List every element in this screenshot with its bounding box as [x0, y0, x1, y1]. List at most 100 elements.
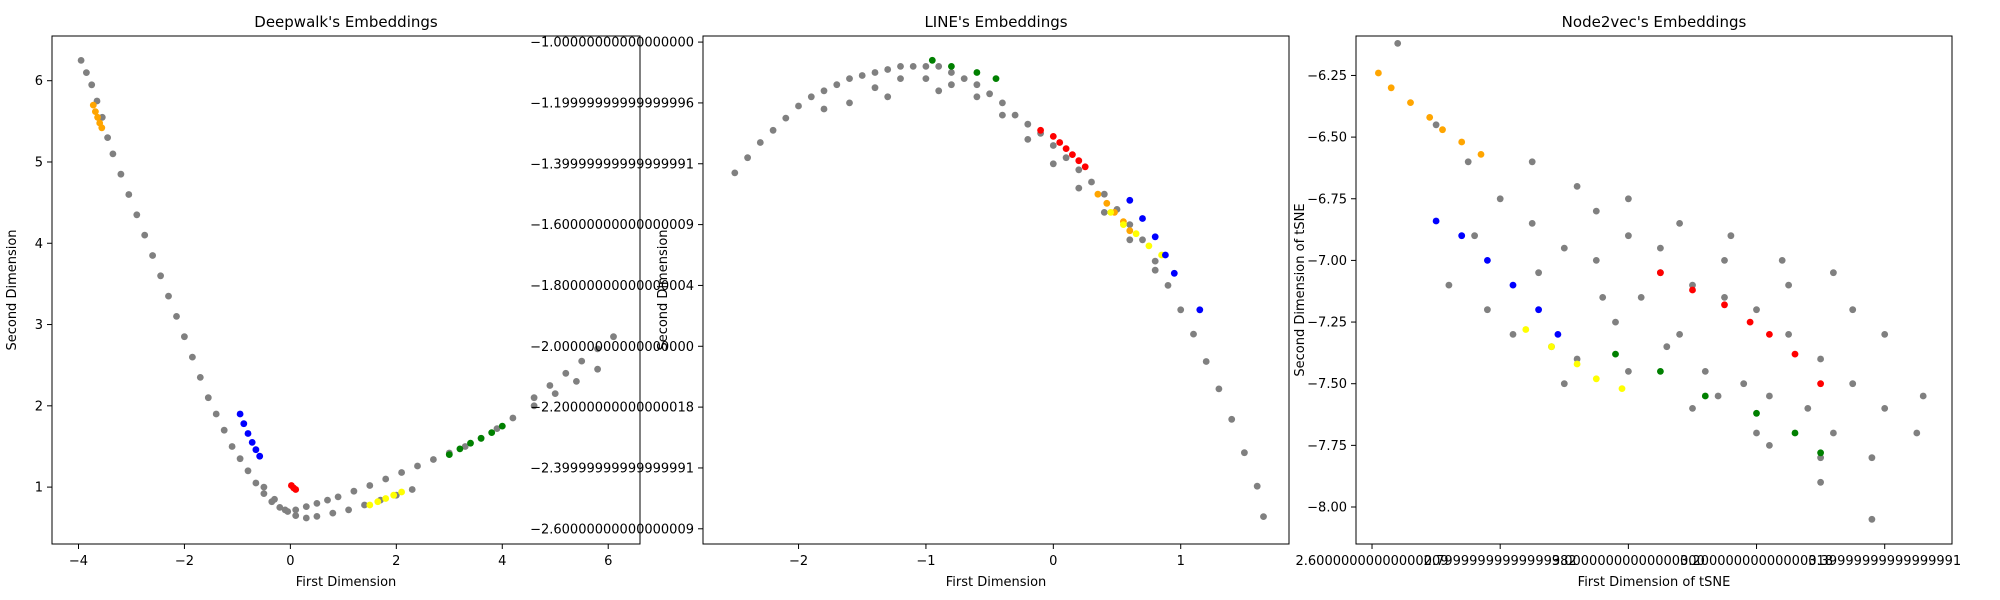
x-axis-label: First Dimension [946, 575, 1047, 590]
data-point [820, 87, 828, 95]
data-point [1573, 355, 1581, 363]
data-point [594, 365, 601, 373]
data-point [1458, 232, 1466, 240]
data-point [1126, 196, 1134, 204]
data-point [477, 434, 485, 442]
y-tick-label: 2 [35, 399, 43, 414]
data-point [1509, 331, 1517, 338]
data-point [1075, 157, 1083, 165]
data-point [1075, 184, 1083, 192]
data-point [562, 369, 570, 377]
data-point [1215, 385, 1223, 393]
data-point [1011, 111, 1019, 119]
data-point [546, 382, 554, 389]
data-point [89, 101, 97, 109]
data-point [530, 394, 538, 402]
data-point [228, 443, 236, 450]
data-point [1791, 350, 1799, 358]
data-point [414, 462, 421, 470]
data-point [973, 93, 981, 101]
data-point [398, 469, 405, 476]
data-point [165, 292, 172, 300]
axes-frame [702, 35, 1290, 545]
data-point [1535, 269, 1542, 277]
data-point [1464, 158, 1472, 166]
data-point [248, 439, 256, 446]
data-point [1107, 209, 1115, 216]
data-point [1657, 244, 1664, 252]
data-point [1477, 151, 1485, 158]
data-point [1394, 40, 1402, 47]
y-tick-label: −7.25 [1307, 316, 1347, 331]
data-point [1037, 126, 1044, 134]
data-point [935, 63, 943, 70]
data-point [430, 456, 437, 463]
data-point [313, 513, 321, 520]
data-point [833, 81, 841, 89]
data-point [884, 93, 892, 101]
data-point [973, 69, 981, 76]
data-point [1139, 215, 1146, 222]
data-point [1676, 220, 1683, 227]
data-point [782, 114, 790, 122]
data-point [1817, 380, 1824, 388]
data-point [445, 451, 453, 458]
data-point [1139, 236, 1146, 244]
data-point [999, 99, 1006, 107]
data-point [1592, 257, 1600, 264]
data-point [1162, 251, 1169, 259]
data-point [1120, 221, 1127, 229]
x-tick-label: 1 [1177, 554, 1185, 569]
data-point [999, 111, 1006, 119]
data-point [1548, 343, 1555, 351]
y-tick-label: −6.50 [1307, 131, 1347, 146]
data-point [1126, 227, 1134, 235]
data-point [1753, 429, 1760, 437]
x-tick-label: −1 [916, 554, 935, 569]
data-point [1094, 190, 1102, 198]
data-point [1177, 306, 1185, 314]
data-point [276, 504, 284, 511]
axes-frame [1355, 35, 1953, 545]
data-point [390, 491, 398, 499]
chart-panel-3: 2.600000000000000092.799999999999999823.… [1293, 13, 1961, 590]
data-point [1103, 199, 1111, 207]
data-point [236, 410, 244, 418]
data-point [292, 512, 300, 519]
data-point [240, 420, 248, 428]
y-tick-label: 3 [35, 318, 43, 333]
data-point [1075, 166, 1083, 174]
data-point [973, 81, 981, 89]
data-point [1849, 306, 1857, 314]
x-tick-label: 2 [392, 554, 400, 569]
data-point [292, 506, 300, 514]
data-point [1126, 221, 1134, 229]
data-point [1196, 306, 1204, 314]
x-tick-label: 2.79999999999999982 [1424, 554, 1577, 569]
data-point [1868, 515, 1876, 523]
data-point [256, 452, 264, 460]
data-point [1024, 136, 1032, 143]
data-point [398, 488, 405, 496]
data-point [189, 353, 196, 361]
data-point [992, 75, 1000, 82]
data-point [302, 503, 310, 510]
data-point [149, 252, 157, 259]
data-point [334, 493, 342, 501]
data-point [1766, 331, 1773, 338]
data-point [871, 69, 879, 76]
x-tick-label: 3.00000000000000000 [1552, 554, 1705, 569]
y-axis-label: Second Dimension of tSNE [1293, 203, 1308, 376]
data-point [1599, 294, 1607, 301]
data-point [1024, 120, 1032, 128]
data-point [1484, 257, 1491, 264]
data-point [1701, 392, 1709, 400]
data-point [1241, 449, 1248, 457]
data-point [610, 333, 617, 341]
data-point [1202, 358, 1210, 365]
y-tick-label: −7.00 [1307, 254, 1347, 269]
data-point [1439, 126, 1446, 134]
chart-title: Deepwalk's Embeddings [254, 13, 438, 31]
data-point [204, 394, 212, 402]
y-tick-label: −7.75 [1307, 439, 1347, 454]
